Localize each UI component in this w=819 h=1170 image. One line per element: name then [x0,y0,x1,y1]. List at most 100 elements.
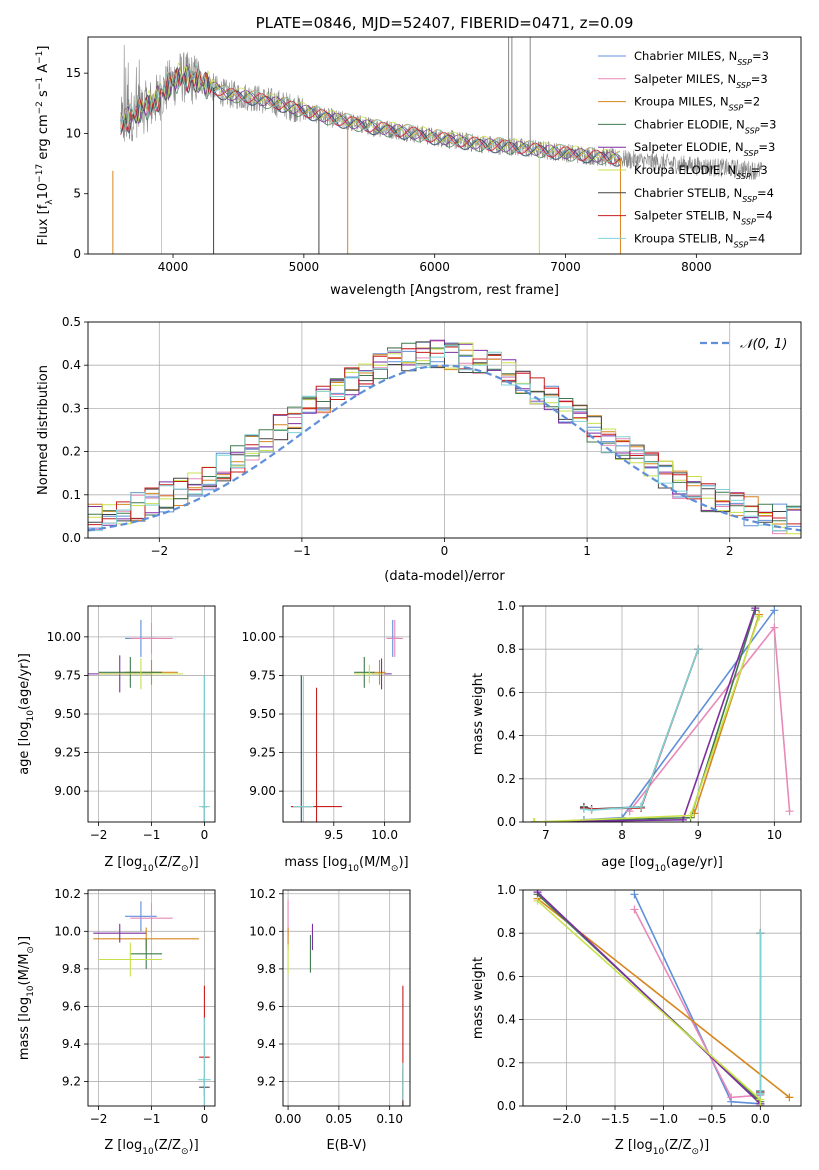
legend-entry: Kroupa ELODIE, NSSP=3 [634,163,768,181]
series-line [633,893,761,1105]
y-tick-label: 9.2 [257,1075,276,1089]
errorbar-kroupa_elodie [354,664,385,684]
data-point [755,612,764,621]
x-tick-label: 0.0 [751,1112,770,1126]
x-tick-label: 9 [694,828,702,842]
x-tick-label: −2 [150,544,168,558]
series-kroupa_elodie [533,896,765,1106]
y-tick-label: 0.0 [497,815,516,829]
y-tick-label: 9.8 [257,962,276,976]
y-tick-label: 10.00 [242,630,276,644]
y-tick-label: 10.0 [54,924,81,938]
x-tick-label: −2 [90,828,108,842]
x-tick-label: 0 [441,544,449,558]
x-tick-label: 1 [583,544,591,558]
data-point [751,606,760,613]
y-tick-label: 9.00 [54,784,81,798]
y-tick-label: 9.25 [249,746,276,760]
series-line [628,625,791,812]
plot-area [88,619,210,822]
y-tick-label: 9.00 [249,784,276,798]
y-tick-label: 0.3 [62,401,81,415]
series-kroupa_stelib [579,645,703,815]
legend-entry: Chabrier ELODIE, NSSP=3 [634,117,776,135]
x-tick-label: −2 [90,1112,108,1126]
x-tick-label: −1.0 [649,1112,678,1126]
y-tick-label: 10.0 [249,924,276,938]
x-tick-label: 0.05 [326,1112,353,1126]
data-point [756,1102,765,1106]
data-point [678,815,687,822]
panel-weight_vs_Z: −2.0 −1.5 −1.0 −0.5 0.0 0.0 0.2 0.4 0.6 0.8 1.0 Z [… [471,883,802,1157]
x-tick-label: −2.0 [552,1112,581,1126]
legend-entry: Salpeter MILES, NSSP=3 [634,72,768,90]
series-salpeter_miles [625,623,794,816]
x-tick-label: −0.5 [697,1112,726,1126]
x-axis-label: age [log10(age/yr)] [601,855,723,874]
model-kroupa_elodie [120,62,621,163]
data-point [686,811,695,820]
y-tick-label: 15 [66,66,81,80]
x-tick-label: 0.10 [376,1112,403,1126]
plot-area [287,899,404,1106]
model-kroupa_stelib [120,64,621,163]
x-tick-label: 5000 [289,260,320,274]
model-salpeter_stelib [120,67,621,165]
y-tick-label: 0.4 [497,1013,516,1027]
x-axis-label: Z [log10(Z/Z⊙)] [615,1138,709,1157]
plot-area [291,619,403,822]
y-tick-label: 0.4 [497,729,516,743]
x-axis-label: E(B-V) [326,1138,366,1153]
x-axis-label: wavelength [Angstrom, rest frame] [330,283,559,298]
legend: Chabrier MILES, NSSP=3 Salpeter MILES, NS… [598,49,776,249]
y-tick-label: 1.0 [497,599,516,613]
series-salpeter_elodie [533,890,765,1106]
plot-area [533,890,794,1106]
legend-entry: Salpeter ELODIE, NSSP=3 [634,140,775,158]
y-tick-label: 9.8 [62,962,81,976]
errorbar-salpeter_elodie [93,923,147,943]
y-axis-label: Flux [fλ10−17 erg cm−2 s−1 A−1] [35,46,55,246]
x-tick-label: 8 [618,828,626,842]
legend-entry: Kroupa MILES, NSSP=2 [634,95,760,113]
y-tick-label: 9.6 [257,999,276,1013]
panel-mass_vs_ebv: 0.00 0.05 0.10 9.2 9.4 9.6 9.8 10.0 10.2 E(B-V) [249,887,411,1153]
legend: 𝒩(0, 1) [700,337,787,352]
x-tick-label: −1 [143,828,161,842]
data-point [785,807,794,816]
data-point [770,623,779,632]
x-tick-label: 0.00 [275,1112,302,1126]
model-chabrier_miles [120,68,621,167]
data-point [530,818,539,822]
errorbar-chabrier_elodie [98,656,163,688]
y-tick-label: 9.2 [62,1075,81,1089]
y-tick-label: 0.2 [62,445,81,459]
y-tick-label: 0.2 [497,772,516,786]
y-tick-label: 0.1 [62,488,81,502]
data-point [579,805,588,814]
y-tick-label: 1.0 [497,883,516,897]
errorbar-kroupa_stelib [198,1017,211,1106]
y-tick-label: 0.6 [497,969,516,983]
plot-area [112,37,762,254]
y-axis-label: age [log10(age/yr)] [17,653,36,775]
data-point [756,929,765,938]
y-tick-label: 10.2 [249,887,276,901]
panel-weight_vs_age: 7 8 9 10 0.0 0.2 0.4 0.6 0.8 1.0 age [log10(age/yr… [471,599,802,874]
y-tick-label: 5 [73,187,81,201]
x-tick-label: 10.0 [371,828,398,842]
x-tick-label: −1 [293,544,311,558]
axes-frame [522,605,802,823]
legend-entry: Chabrier MILES, NSSP=3 [634,49,769,67]
legend-entry: Salpeter STELIB, NSSP=4 [634,209,773,227]
y-tick-label: 9.25 [54,746,81,760]
x-tick-label: 0 [201,828,209,842]
y-tick-label: 9.50 [249,707,276,721]
y-tick-label: 0.0 [62,531,81,545]
panel-age_vs_Z: −2 −1 0 9.00 9.25 9.50 9.75 10.00 Z [log10(Z/Z⊙)… [17,605,216,874]
chart-title: PLATE=0846, MJD=52407, FIBERID=0471, z=0… [256,14,634,32]
y-tick-label: 0.8 [497,926,516,940]
data-point [785,1093,794,1102]
x-tick-label: 6000 [419,260,450,274]
